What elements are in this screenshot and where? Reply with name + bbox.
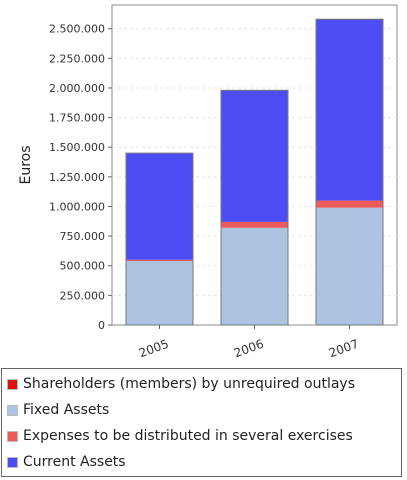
bar-segment [221,221,288,228]
y-tick-label: 1.000.000 [49,200,105,213]
bar-segment [316,200,383,208]
x-axis-ticks: 2005 2006 2007 [137,325,361,361]
bar-segment [221,227,288,325]
x-tick-label: 2005 [137,337,170,361]
legend-item: Fixed Assets [7,399,109,421]
legend-item: Current Assets [7,451,126,473]
bar-segment [316,19,383,201]
y-tick-label: 750.000 [60,230,106,243]
legend-label: Shareholders (members) by unrequired out… [23,376,355,392]
bar-segment [126,261,193,325]
legend: Shareholders (members) by unrequired out… [1,368,402,477]
legend-label: Expenses to be distributed in several ex… [23,428,353,444]
y-tick-label: 2.500.000 [49,23,105,36]
bars [125,18,384,326]
bar-segment [126,259,193,261]
y-tick-label: 1.750.000 [49,112,105,125]
legend-swatch [7,430,18,442]
legend-item: Expenses to be distributed in several ex… [7,425,353,447]
stacked-bar-chart: 0 250.000 500.000 750.000 1.000.000 1.250.000… [18,4,398,361]
y-tick-label: 0 [98,319,105,332]
y-tick-label: 2.250.000 [49,52,105,65]
x-tick-label: 2007 [327,337,360,361]
legend-label: Current Assets [23,454,126,470]
legend-label: Fixed Assets [23,402,110,418]
bar-segment [221,90,288,222]
legend-item: Shareholders (members) by unrequired out… [7,373,355,395]
bar-segment [126,153,193,260]
y-tick-label: 1.500.000 [49,141,105,154]
legend-swatch [7,456,18,468]
y-tick-label: 1.250.000 [49,171,105,184]
x-tick-label: 2006 [232,337,265,361]
y-tick-label: 2.000.000 [49,82,105,95]
y-tick-label: 500.000 [60,260,106,273]
y-axis-ticks: 0 250.000 500.000 750.000 1.000.000 1.250.000… [49,23,112,332]
y-tick-label: 250.000 [60,289,106,302]
y-axis-label: Euros [18,145,34,184]
legend-swatch [7,378,18,390]
bar-segment [316,207,383,325]
legend-swatch [7,404,18,416]
